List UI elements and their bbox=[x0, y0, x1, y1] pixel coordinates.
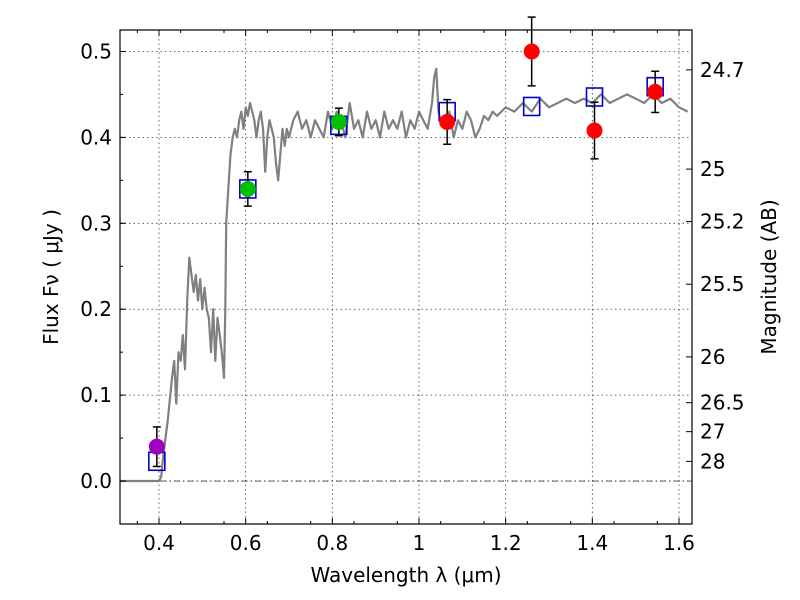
observed-point bbox=[239, 180, 256, 197]
data-points bbox=[148, 16, 664, 472]
right-tick-label: 26 bbox=[700, 345, 725, 369]
axis-ticks: 0.4 0.6 0.8 1 1.2 1.4 1.6 0.0 0.1 0.2 0.3 0.4 0.5 24.… bbox=[80, 30, 745, 555]
right-tick-label: 25 bbox=[700, 157, 725, 181]
model-spectrum bbox=[120, 67, 689, 483]
observed-point bbox=[647, 83, 664, 100]
observed-point bbox=[523, 43, 540, 60]
right-tick-label: 24.7 bbox=[700, 58, 745, 82]
x-tick-label: 1.4 bbox=[576, 531, 608, 555]
x-tick-label: 0.8 bbox=[316, 531, 348, 555]
x-tick-label: 1.2 bbox=[490, 531, 522, 555]
plot-frame bbox=[119, 29, 693, 525]
observed-point bbox=[330, 113, 347, 130]
observed-point bbox=[439, 113, 456, 130]
grid-lines bbox=[120, 30, 692, 524]
y-tick-label: 0.0 bbox=[80, 469, 112, 493]
x-axis-label: Wavelength λ (μm) bbox=[310, 563, 501, 587]
right-tick-label: 25.5 bbox=[700, 272, 745, 296]
observed-point bbox=[586, 122, 603, 139]
y-tick-label: 0.2 bbox=[80, 297, 112, 321]
right-tick-label: 28 bbox=[700, 449, 725, 473]
y-tick-label: 0.1 bbox=[80, 383, 112, 407]
x-tick-label: 1.6 bbox=[663, 531, 695, 555]
right-tick-label: 26.5 bbox=[700, 391, 745, 415]
y-axis-label: Flux Fν ( μJy ) bbox=[39, 209, 63, 345]
right-axis-label: Magnitude (AB) bbox=[757, 199, 781, 354]
model-spectrum-line bbox=[120, 67, 689, 483]
right-tick-label: 25.2 bbox=[700, 210, 745, 234]
model-photometry-square bbox=[522, 96, 541, 117]
x-tick-label: 0.6 bbox=[230, 531, 262, 555]
y-tick-label: 0.5 bbox=[80, 39, 112, 63]
x-tick-label: 1 bbox=[413, 531, 426, 555]
observed-point bbox=[148, 438, 165, 455]
y-tick-label: 0.4 bbox=[80, 125, 112, 149]
y-tick-label: 0.3 bbox=[80, 211, 112, 235]
right-tick-label: 27 bbox=[700, 420, 725, 444]
x-tick-label: 0.4 bbox=[143, 531, 175, 555]
